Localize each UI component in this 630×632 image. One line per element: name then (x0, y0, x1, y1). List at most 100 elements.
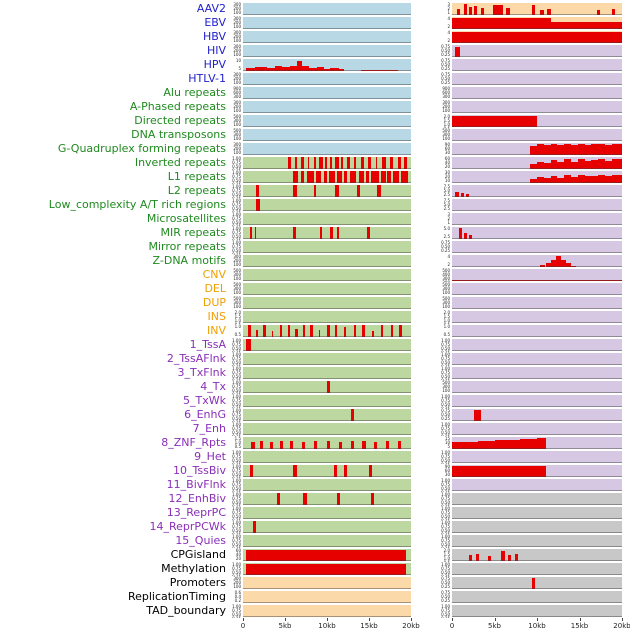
y-tick-label: 4 (447, 30, 450, 35)
column-spacer (411, 72, 435, 86)
data-bar (328, 171, 336, 183)
data-bar (310, 325, 313, 337)
y-tick-label: 1.00 (441, 450, 450, 455)
y-tick-label: 0.50 (441, 486, 450, 491)
data-bar (246, 339, 252, 351)
y-tick-label: 0.75 (232, 160, 241, 165)
y-tick-label: 0.25 (232, 183, 241, 185)
y-axis-ticks: 500 300 100 (435, 296, 452, 310)
y-axis-ticks: 60 40 20 (435, 156, 452, 170)
data-bar (486, 440, 495, 449)
y-axis-ticks: 0.6 0.4 0.2 (226, 590, 243, 604)
y-tick-label: 0.25 (441, 435, 450, 437)
column-spacer (411, 58, 435, 72)
column-spacer (411, 338, 435, 352)
data-bar (370, 171, 380, 183)
data-bar (469, 555, 473, 561)
data-bar (293, 227, 296, 239)
y-tick-label: 3 (447, 212, 450, 217)
y-tick-label: 1.00 (232, 506, 241, 511)
y-tick-label: 1.5 (443, 118, 450, 123)
track-panel-left (243, 241, 411, 253)
y-tick-label: 0.50 (441, 580, 450, 585)
data-bar (330, 227, 333, 239)
column-spacer (411, 366, 435, 380)
y-tick-label: 0.50 (441, 62, 450, 67)
y-tick-label: 0.75 (232, 216, 241, 221)
y-tick-label: 0.25 (441, 547, 450, 549)
y-tick-label: 0.50 (232, 346, 241, 351)
column-spacer (411, 114, 435, 128)
y-tick-label: 4 (447, 16, 450, 21)
y-axis-ticks: 1.000.750.500.25 (226, 394, 243, 409)
y-tick-label: 100 (442, 388, 450, 393)
y-tick-label: 0.75 (232, 524, 241, 529)
data-bar (347, 157, 350, 169)
track-panel-right (452, 227, 622, 239)
data-bar (337, 493, 341, 505)
y-tick-label: 0.25 (441, 598, 450, 603)
track-row: TAD_boundary1.000.750.500.251.000.750.50… (0, 604, 630, 618)
y-tick-label: 0.25 (232, 393, 241, 395)
y-tick-label: 0.75 (232, 244, 241, 249)
data-bar (514, 553, 519, 561)
y-tick-label: 200 (442, 104, 450, 109)
column-spacer (411, 142, 435, 156)
y-tick-label: 0.75 (232, 566, 241, 571)
data-bar (469, 235, 473, 239)
data-bar (335, 157, 339, 169)
track-panel-right (452, 213, 622, 225)
y-tick-label: 500 (442, 282, 450, 287)
y-tick-label: 1.0 (443, 556, 450, 561)
data-bar (323, 171, 327, 183)
y-tick-label: 200 (442, 281, 450, 283)
data-bar (469, 6, 473, 15)
y-tick-label: 0.75 (232, 398, 241, 403)
data-bar (353, 325, 356, 337)
track-panel-right (452, 87, 622, 99)
y-tick-label: 90 (444, 464, 450, 469)
y-tick-label: 5.0 (443, 202, 450, 207)
y-tick-label: 0.25 (232, 169, 241, 171)
y-axis-ticks: 500 300 100 (226, 282, 243, 296)
track-panel-right (452, 353, 622, 365)
track-panel-left (243, 353, 411, 365)
data-bar (246, 549, 406, 561)
track-panel-left (243, 465, 411, 477)
data-bar (306, 171, 314, 183)
track-panel-left (243, 521, 411, 533)
track-panel-right (452, 255, 622, 267)
y-tick-label: 5.0 (443, 188, 450, 193)
x-tick-label: 10kb (318, 622, 336, 630)
data-bar (323, 68, 331, 71)
y-tick-label: 0.50 (232, 486, 241, 491)
track-row: HTLV-1 300 200 100 0.75 0.50 0.25 (0, 72, 630, 86)
track-panel-right (452, 143, 622, 155)
row-label: CPGisland (170, 548, 226, 561)
y-axis-ticks: 300 200 100 (226, 576, 243, 590)
data-bar (550, 22, 622, 29)
data-bar (540, 9, 544, 15)
data-bar (584, 161, 592, 169)
y-tick-label: 500 (442, 128, 450, 133)
column-spacer (411, 100, 435, 114)
track-row: AAV2 300 200 100 3 2 1 (0, 2, 630, 16)
track-row: ReplicationTiming 0.6 0.4 0.2 0.75 0.50 0.25 (0, 590, 630, 604)
y-tick-label: 300 (233, 576, 241, 581)
track-panel-right (452, 59, 622, 71)
y-axis-ticks: 7.5 5.0 2.5 (435, 198, 452, 212)
y-tick-label: 0.75 (441, 538, 450, 543)
data-bar (274, 66, 282, 71)
y-tick-label: 0.50 (441, 528, 450, 533)
track-panel-left (243, 367, 411, 379)
y-tick-label: 0.25 (232, 365, 241, 367)
row-label: Methylation (161, 562, 226, 575)
data-bar (387, 171, 391, 183)
y-tick-label: 0.75 (232, 384, 241, 389)
data-bar (301, 441, 306, 449)
y-tick-label: 0.25 (441, 519, 450, 521)
track-row: G-Quadruplex forming repeats 300 200 100 90 6… (0, 142, 630, 156)
